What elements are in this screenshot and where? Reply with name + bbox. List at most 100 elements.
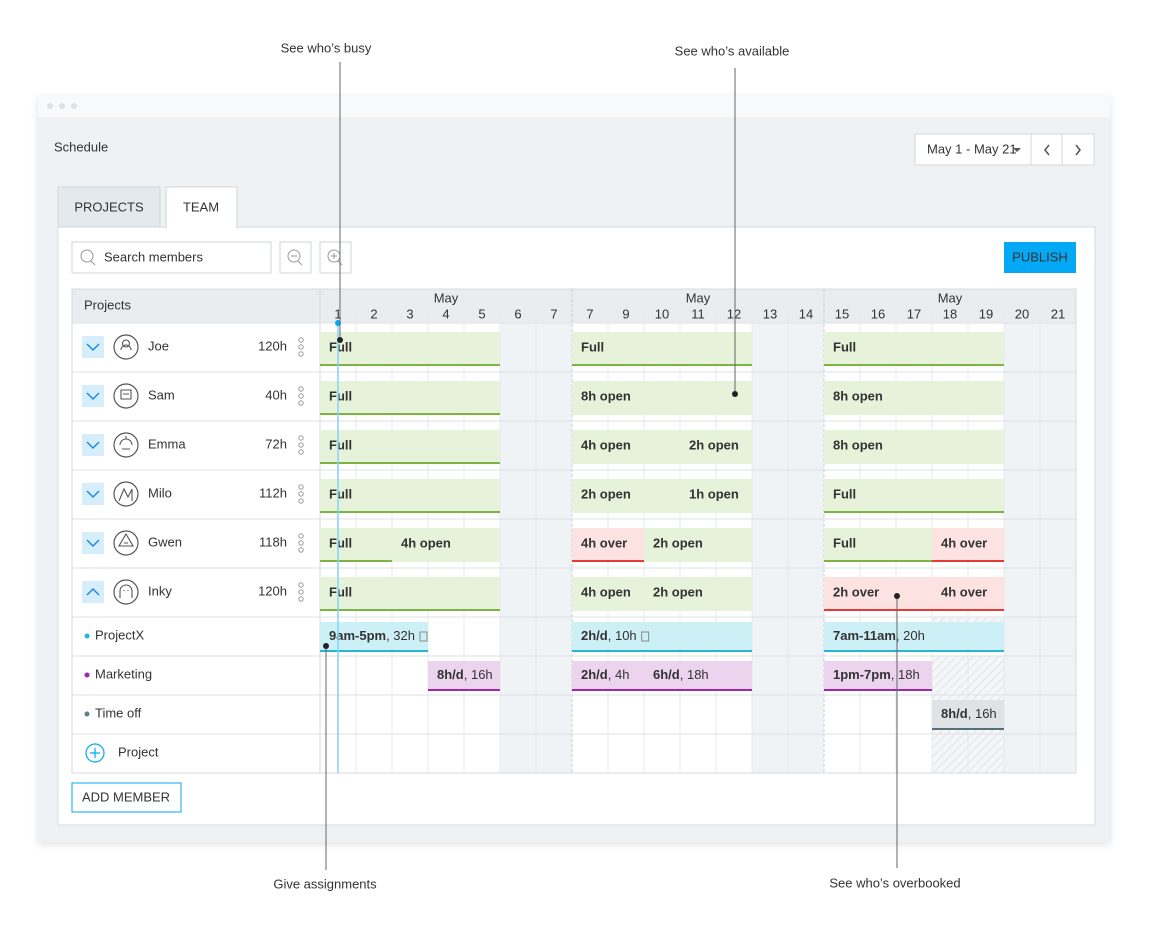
window-dot <box>71 103 77 109</box>
column-header: Projects <box>84 297 131 312</box>
assignment-bar[interactable] <box>824 622 1004 652</box>
day-label: 11 <box>691 306 705 321</box>
allocation-bar[interactable] <box>572 430 680 464</box>
assignment-label: 7am-11am, 20h <box>833 628 925 643</box>
project-name: Time off <box>95 705 142 720</box>
allocation-bar[interactable] <box>320 381 500 415</box>
allocation-bar[interactable] <box>824 528 932 562</box>
add-member-button[interactable] <box>71 782 182 813</box>
avatar-icon <box>118 532 134 547</box>
tab-join <box>167 226 236 229</box>
assignment-time: 7am-11am <box>833 628 896 643</box>
expand-button[interactable] <box>82 385 104 407</box>
assignment-label: 8h/d, 16h <box>941 706 997 721</box>
assignment-bar[interactable] <box>572 661 644 691</box>
expand-button[interactable] <box>82 336 104 358</box>
search-input[interactable] <box>71 241 272 274</box>
project-dot <box>84 633 90 639</box>
allocation-bar[interactable] <box>932 528 1004 562</box>
allocation-bar[interactable] <box>644 577 752 611</box>
tab-label: TEAM <box>183 199 219 214</box>
day-label: 15 <box>835 306 849 321</box>
next-button[interactable] <box>1061 133 1095 166</box>
allocation-bar[interactable] <box>824 381 1004 415</box>
allocation-bar[interactable] <box>932 577 1004 611</box>
assignment-line <box>320 650 428 652</box>
callout-text: See who’s available <box>675 43 790 58</box>
allocation-bar[interactable] <box>572 381 752 415</box>
allocation-bar[interactable] <box>320 332 500 366</box>
search-icon <box>90 260 96 266</box>
member-name: Inky <box>148 583 172 598</box>
menu-dot <box>298 484 304 490</box>
menu-dot <box>298 589 304 595</box>
zoom-button[interactable] <box>279 241 312 274</box>
prev-button[interactable] <box>1030 133 1063 166</box>
allocation-label: 2h over <box>833 584 879 599</box>
assignment-total: , 16h <box>464 667 493 682</box>
avatar <box>113 579 139 605</box>
allocation-bar[interactable] <box>320 528 392 562</box>
allocation-bar[interactable] <box>572 528 644 562</box>
allocation-bar[interactable] <box>824 430 1004 464</box>
assignment-line <box>824 650 1004 652</box>
tab-active[interactable] <box>165 186 238 229</box>
menu-dot <box>298 435 304 441</box>
assignment-line <box>644 689 752 691</box>
allocation-bar[interactable] <box>320 577 500 611</box>
publish-button[interactable] <box>1004 242 1076 273</box>
allocation-label: 4h over <box>941 535 987 550</box>
expand-button[interactable] <box>82 483 104 505</box>
allocation-bar[interactable] <box>824 479 1004 513</box>
note-icon <box>419 631 428 642</box>
zoom-button[interactable] <box>319 241 352 274</box>
allocation-label: 8h open <box>833 388 883 403</box>
allocation-line <box>932 609 1004 611</box>
allocation-line <box>824 511 1004 513</box>
allocation-bar[interactable] <box>572 577 644 611</box>
allocation-bar[interactable] <box>824 577 932 611</box>
member-hours: 120h <box>258 583 287 598</box>
note-icon <box>641 631 650 642</box>
day-label: 13 <box>763 306 777 321</box>
allocation-label: 8h open <box>833 437 883 452</box>
allocation-bar[interactable] <box>320 430 500 464</box>
allocation-bar[interactable] <box>644 528 752 562</box>
window-bar <box>38 96 1110 117</box>
allocation-bar[interactable] <box>392 528 500 562</box>
allocation-bar[interactable] <box>680 430 752 464</box>
allocation-bar[interactable] <box>572 479 680 513</box>
date-picker[interactable] <box>914 133 1032 166</box>
expand-button[interactable] <box>82 434 104 456</box>
allocation-bar[interactable] <box>824 332 1004 366</box>
assignment-line <box>572 650 752 652</box>
day-label: 1 <box>334 306 341 321</box>
allocation-bar[interactable] <box>572 332 752 366</box>
window-dot <box>47 103 53 109</box>
day-label: 19 <box>979 306 993 321</box>
assignment-bar[interactable] <box>428 661 500 691</box>
project-dot <box>84 711 90 717</box>
next-icon <box>1075 144 1081 156</box>
day-label: 9 <box>622 306 629 321</box>
allocation-bar[interactable] <box>320 479 500 513</box>
assignment-total: , 10h <box>608 628 637 643</box>
add-project-icon[interactable] <box>85 743 105 763</box>
expand-button[interactable] <box>82 581 104 603</box>
add-project: Project <box>118 744 159 759</box>
callout-dot <box>337 337 343 343</box>
date-range: May 1 - May 21 <box>927 141 1017 156</box>
assignment-bar[interactable] <box>644 661 752 691</box>
weekend-shade <box>752 323 788 773</box>
allocation-bar[interactable] <box>680 479 752 513</box>
tab[interactable] <box>57 186 161 228</box>
allocation-label: Full <box>329 437 352 452</box>
assignment-bar[interactable] <box>572 622 752 652</box>
chevron <box>86 539 100 548</box>
day-label: 18 <box>943 306 957 321</box>
expand-button[interactable] <box>82 532 104 554</box>
prev-icon <box>1044 144 1050 156</box>
assignment-bar[interactable] <box>932 700 1004 730</box>
assignment-bar[interactable] <box>824 661 932 691</box>
